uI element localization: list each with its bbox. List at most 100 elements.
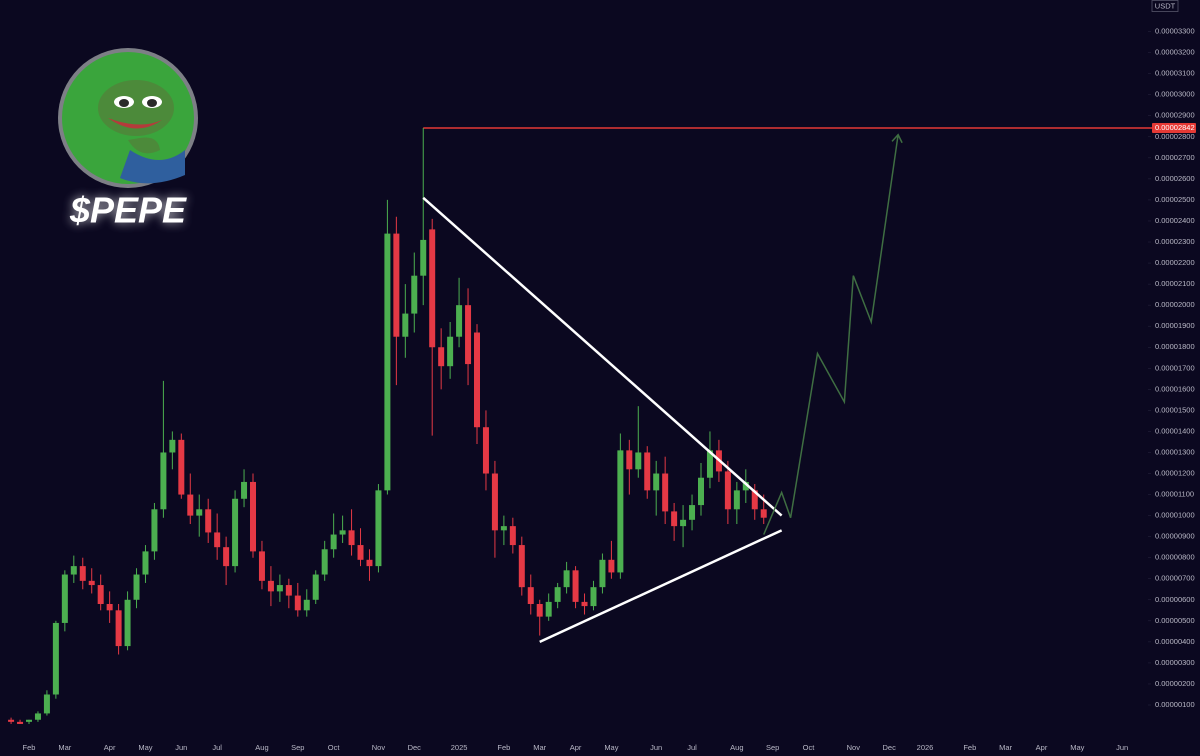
x-tick-label: May [1070,743,1084,752]
candle-body [330,534,337,550]
x-tick-label: May [604,743,618,752]
candle-body [357,545,364,560]
candle-body [644,452,651,491]
candle-body [214,532,221,548]
candle-body [536,603,543,617]
candle-body [106,603,113,611]
y-tick-label: 0.00000100 [1155,700,1195,709]
x-tick-label: Apr [1036,743,1048,752]
candle-body [187,494,194,516]
candle-body [26,719,32,722]
y-tick-label: 0.00002200 [1155,258,1195,267]
candle-body [160,452,167,510]
candle-body [393,233,400,337]
y-tick-label: 0.00002300 [1155,237,1195,246]
candle-body [321,549,328,575]
x-tick-label: Feb [497,743,510,752]
x-tick-label: Dec [882,743,896,752]
y-tick-label: 0.00002800 [1155,132,1195,141]
candle-body [724,471,731,510]
candle-body [599,559,606,588]
y-tick-label: 0.00001300 [1155,447,1195,456]
logo-hand [128,137,160,154]
x-tick-label: Sep [766,743,779,752]
candle-body [698,477,704,506]
y-tick-label: 0.00003200 [1155,48,1195,57]
logo-shirt [120,150,185,184]
candle-body [232,498,239,567]
y-tick-label: 0.00002400 [1155,216,1195,225]
candle-body [70,566,77,575]
candle-body [348,530,355,546]
y-tick-label: 0.00000600 [1155,595,1195,604]
x-tick-label: Feb [963,743,976,752]
candle-body [312,574,319,600]
y-tick-label: 0.00000400 [1155,637,1195,646]
y-tick-label: 0.00000200 [1155,679,1195,688]
candle-body [339,530,346,535]
candle-body [169,439,176,453]
x-tick-label: Jul [687,743,697,752]
candle-body [671,511,678,527]
y-tick-label: 0.00000700 [1155,574,1195,583]
y-tick-label: 0.00000300 [1155,658,1195,667]
candle-body [223,547,230,567]
y-tick-label: 0.00002100 [1155,279,1195,288]
candle-body [366,559,373,567]
x-tick-label: Apr [104,743,116,752]
candle-body [17,721,24,724]
x-tick-label: Nov [372,743,386,752]
candle-body [438,347,445,367]
candle-body [8,719,15,722]
candle-body [518,545,525,588]
candle-body [554,587,561,602]
candle-body [88,580,95,586]
unit-label: USDT [1155,1,1176,10]
x-tick-label: 2025 [451,743,468,752]
arrow-head [891,133,903,144]
x-tick-label: Oct [328,743,341,752]
y-tick-label: 0.00001700 [1155,363,1195,372]
x-tick-label: Mar [999,743,1012,752]
x-tick-label: Nov [847,743,861,752]
candle-body [482,427,489,474]
candle-body [258,551,265,581]
candle-body [43,694,50,714]
y-tick-label: 0.00001900 [1155,321,1195,330]
x-tick-label: Jun [1116,743,1128,752]
y-tick-label: 0.00001600 [1155,384,1195,393]
candle-body [375,490,382,567]
candle-body [751,490,758,510]
candle-body [590,587,597,607]
candle-body [706,450,713,478]
candle-body [420,239,427,276]
logo-mouth [108,118,162,129]
candle-body [545,601,552,617]
candle-body [151,509,158,552]
y-tick-label: 0.00003100 [1155,69,1195,78]
y-tick-label: 0.00001800 [1155,342,1195,351]
trend-line [422,196,783,517]
x-tick-label: Oct [803,743,816,752]
candle-body [491,473,498,531]
candle-body [52,622,59,695]
x-tick-label: Jun [650,743,662,752]
candle-body [680,519,687,527]
logo [58,48,198,188]
y-tick-label: 0.00001100 [1155,490,1194,499]
y-tick-label: 0.00001000 [1155,511,1195,520]
price-tag-label: 0.00002842 [1155,123,1195,132]
x-tick-label: Jun [175,743,187,752]
projection-line [763,134,899,535]
candle-body [205,509,212,533]
candle-body [303,599,310,611]
candle-body [626,450,633,470]
candle-body [572,570,579,602]
x-tick-label: Mar [533,743,546,752]
x-tick-label: Dec [408,743,422,752]
x-tick-label: Aug [730,743,743,752]
x-tick-label: Aug [255,743,268,752]
y-tick-label: 0.00000800 [1155,553,1195,562]
x-tick-label: Mar [58,743,71,752]
